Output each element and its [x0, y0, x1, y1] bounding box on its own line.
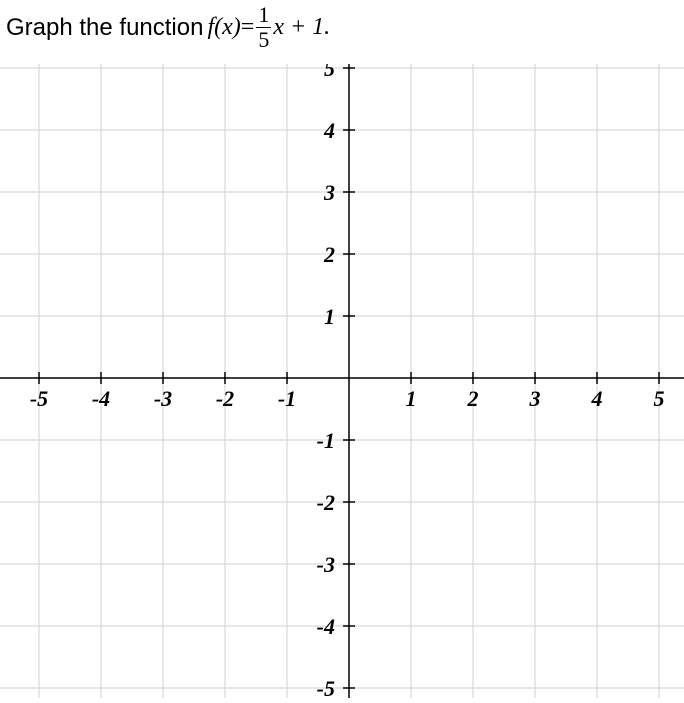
fraction-denominator: 5	[256, 27, 271, 51]
svg-text:1: 1	[406, 386, 417, 411]
svg-text:1: 1	[324, 304, 335, 329]
rhs: x + 1.	[273, 14, 330, 41]
fraction: 1 5	[256, 4, 271, 51]
svg-text:4: 4	[591, 386, 603, 411]
svg-text:5: 5	[324, 64, 335, 81]
svg-text:-5: -5	[317, 676, 335, 698]
svg-text:3: 3	[529, 386, 541, 411]
svg-text:-4: -4	[92, 386, 110, 411]
svg-text:5: 5	[654, 386, 665, 411]
prompt-text: Graph the function	[6, 14, 203, 42]
svg-text:-1: -1	[278, 386, 296, 411]
svg-text:2: 2	[323, 242, 335, 267]
grid-svg: -5 -4 -3 -2 -1 1 2 3 4 5 1 2 3 4 5 -1 -2 -3 -4 -5	[0, 64, 684, 698]
fraction-numerator: 1	[256, 4, 271, 27]
page-root: Graph the function f(x) = 1 5 x + 1. -5-…	[0, 0, 684, 698]
svg-text:3: 3	[323, 180, 335, 205]
svg-text:-3: -3	[317, 552, 335, 577]
svg-text:-3: -3	[154, 386, 172, 411]
svg-text:-1: -1	[317, 428, 335, 453]
svg-text:2: 2	[467, 386, 479, 411]
svg-text:-4: -4	[317, 614, 335, 639]
question-prompt: Graph the function f(x) = 1 5 x + 1.	[6, 4, 330, 51]
svg-text:-5: -5	[30, 386, 48, 411]
equals-sign: =	[241, 14, 255, 41]
svg-text:-2: -2	[216, 386, 234, 411]
svg-text:4: 4	[323, 118, 335, 143]
svg-text:-2: -2	[317, 490, 335, 515]
coordinate-grid[interactable]: -5 -4 -3 -2 -1 1 2 3 4 5 1 2 3 4 5 -1 -2 -3 -4 -5	[0, 64, 684, 703]
fx-label: f(x)	[207, 14, 240, 40]
